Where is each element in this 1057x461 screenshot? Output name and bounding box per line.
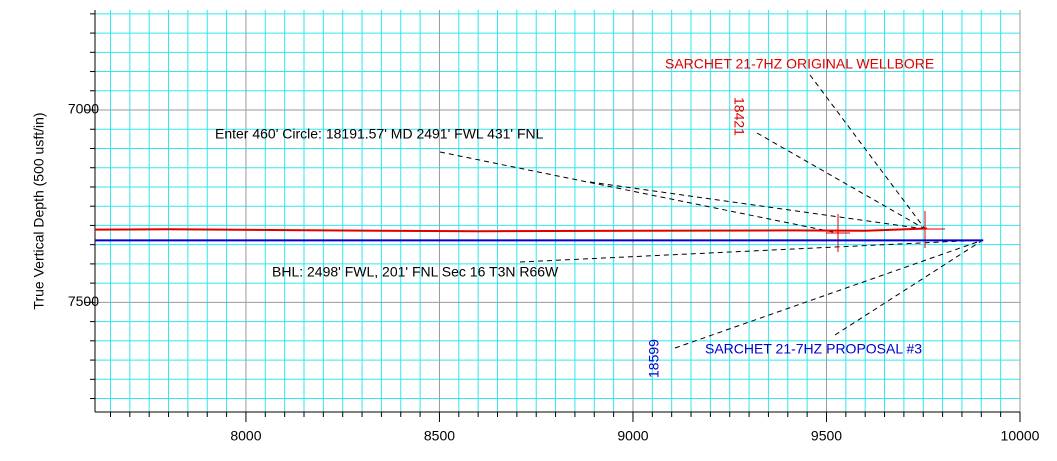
leader-line bbox=[519, 239, 984, 263]
grid bbox=[95, 10, 1021, 412]
x-tick-label: 9500 bbox=[811, 428, 842, 444]
leader-lines bbox=[439, 74, 984, 349]
annotation: Enter 460' Circle: 18191.57' MD 2491' FW… bbox=[215, 126, 544, 142]
x-tick-label: 10000 bbox=[1001, 428, 1040, 444]
annotation: 18599 bbox=[646, 339, 662, 378]
x-tick-label: 8500 bbox=[424, 428, 455, 444]
series-line bbox=[94, 227, 928, 233]
leader-line bbox=[674, 239, 984, 349]
y-axis-label: True Vertical Depth (500 usft/in) bbox=[31, 112, 47, 309]
series-label: SARCHET 21-7HZ PROPOSAL #3 bbox=[705, 341, 922, 357]
leader-line bbox=[834, 239, 984, 336]
annotation: BHL: 2498' FWL, 201' FNL Sec 16 T3N R66W bbox=[272, 264, 559, 280]
leader-line bbox=[439, 151, 839, 234]
x-tick-label: 8000 bbox=[230, 428, 261, 444]
x-tick-label: 9000 bbox=[617, 428, 648, 444]
leader-line bbox=[756, 132, 926, 230]
annotation: 18421 bbox=[731, 97, 747, 136]
series-label: SARCHET 21-7HZ ORIGINAL WELLBORE bbox=[665, 56, 934, 72]
leader-line bbox=[589, 181, 926, 230]
y-tick-label: 7000 bbox=[68, 101, 99, 117]
y-tick-label: 7500 bbox=[68, 293, 99, 309]
